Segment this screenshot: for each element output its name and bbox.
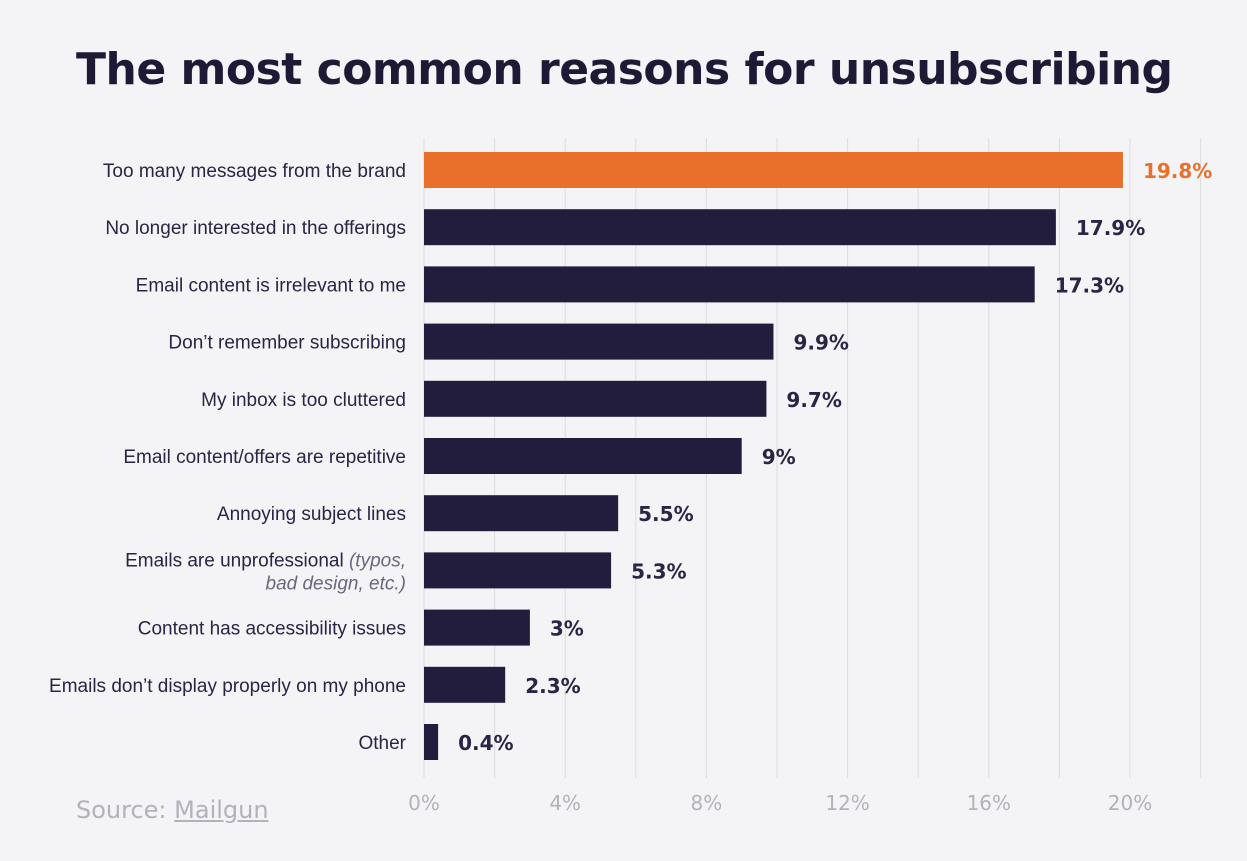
category-label: Emails are unprofessional (typos,: [125, 550, 406, 571]
x-tick-label: 16%: [967, 791, 1011, 815]
category-label-note: bad design, etc.): [266, 573, 406, 594]
x-tick-label: 0%: [408, 791, 440, 815]
bar[interactable]: [424, 724, 439, 760]
chart-title: The most common reasons for unsubscribin…: [76, 44, 1173, 95]
value-label: 0.4%: [458, 731, 513, 755]
x-tick-label: 20%: [1108, 791, 1152, 815]
bar[interactable]: [424, 209, 1056, 246]
category-label: Emails don’t display properly on my phon…: [49, 676, 406, 697]
value-label: 5.3%: [631, 559, 686, 583]
category-label: Content has accessibility issues: [138, 619, 406, 640]
category-label: Too many messages from the brand: [103, 161, 406, 182]
x-tick-label: 12%: [825, 791, 869, 815]
value-label: 3%: [550, 617, 584, 641]
value-label: 2.3%: [525, 674, 580, 698]
bar[interactable]: [424, 666, 506, 703]
bar[interactable]: [424, 552, 612, 589]
bar[interactable]: [424, 323, 774, 360]
x-tick-label: 4%: [549, 791, 581, 815]
category-label: Other: [358, 733, 406, 754]
source-prefix: Source:: [76, 796, 167, 824]
bar[interactable]: [424, 152, 1123, 188]
x-tick-label: 8%: [691, 791, 723, 815]
category-label: Don’t remember subscribing: [168, 333, 406, 354]
category-label: Email content/offers are repetitive: [123, 447, 406, 468]
category-label: Annoying subject lines: [217, 504, 406, 525]
value-label: 17.3%: [1055, 273, 1124, 297]
category-label: No longer interested in the offerings: [105, 218, 406, 239]
value-label: 9.9%: [793, 331, 848, 355]
value-label: 9%: [762, 445, 796, 469]
category-label: Email content is irrelevant to me: [136, 275, 406, 296]
value-label: 17.9%: [1076, 216, 1145, 240]
value-label: 9.7%: [786, 388, 841, 412]
bar[interactable]: [424, 380, 767, 417]
bar[interactable]: [424, 495, 619, 532]
bar[interactable]: [424, 266, 1035, 303]
value-label: 19.8%: [1143, 159, 1212, 183]
value-label: 5.5%: [638, 502, 693, 526]
category-label: My inbox is too cluttered: [201, 390, 406, 411]
source-note: Source: Mailgun: [76, 796, 269, 824]
bar[interactable]: [424, 438, 742, 474]
bar[interactable]: [424, 609, 530, 646]
source-link[interactable]: Mailgun: [174, 796, 269, 824]
